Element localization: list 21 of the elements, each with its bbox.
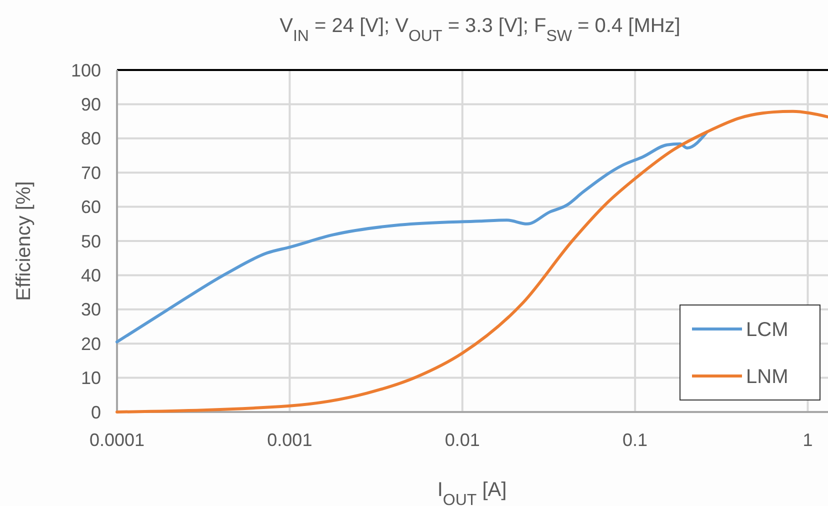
y-tick-label: 80 (80, 128, 101, 149)
y-tick-label: 90 (80, 94, 101, 114)
x-tick-label: 0.01 (444, 430, 480, 450)
x-axis-title: I$_{OUT}$ [A] (437, 479, 507, 506)
x-tick-label: 0.001 (267, 430, 312, 450)
x-tick-label: 0.0001 (89, 430, 145, 450)
y-tick-label: 20 (80, 334, 101, 354)
y-tick-label: 0 (90, 402, 101, 422)
legend-label: LNM (746, 366, 788, 388)
x-tick-label: 1 (802, 430, 813, 450)
y-tick-label: 60 (80, 197, 101, 218)
y-tick-label: 100 (70, 60, 101, 80)
y-tick-label: 30 (80, 300, 101, 320)
y-tick-label: 70 (80, 162, 101, 183)
chart-title: V$_{IN}$ = 24 [V]; V$_{OUT}$ = 3.3 [V]; F$_{SW}$ = 0.4 [MHz] (280, 15, 680, 44)
legend-label: LCM (746, 319, 788, 341)
y-tick-label: 50 (80, 231, 101, 252)
y-tick-label: 40 (80, 266, 101, 286)
x-tick-label: 0.1 (622, 430, 648, 450)
y-tick-label: 10 (80, 368, 101, 388)
y-axis-title: Efficiency [%] (13, 181, 35, 301)
